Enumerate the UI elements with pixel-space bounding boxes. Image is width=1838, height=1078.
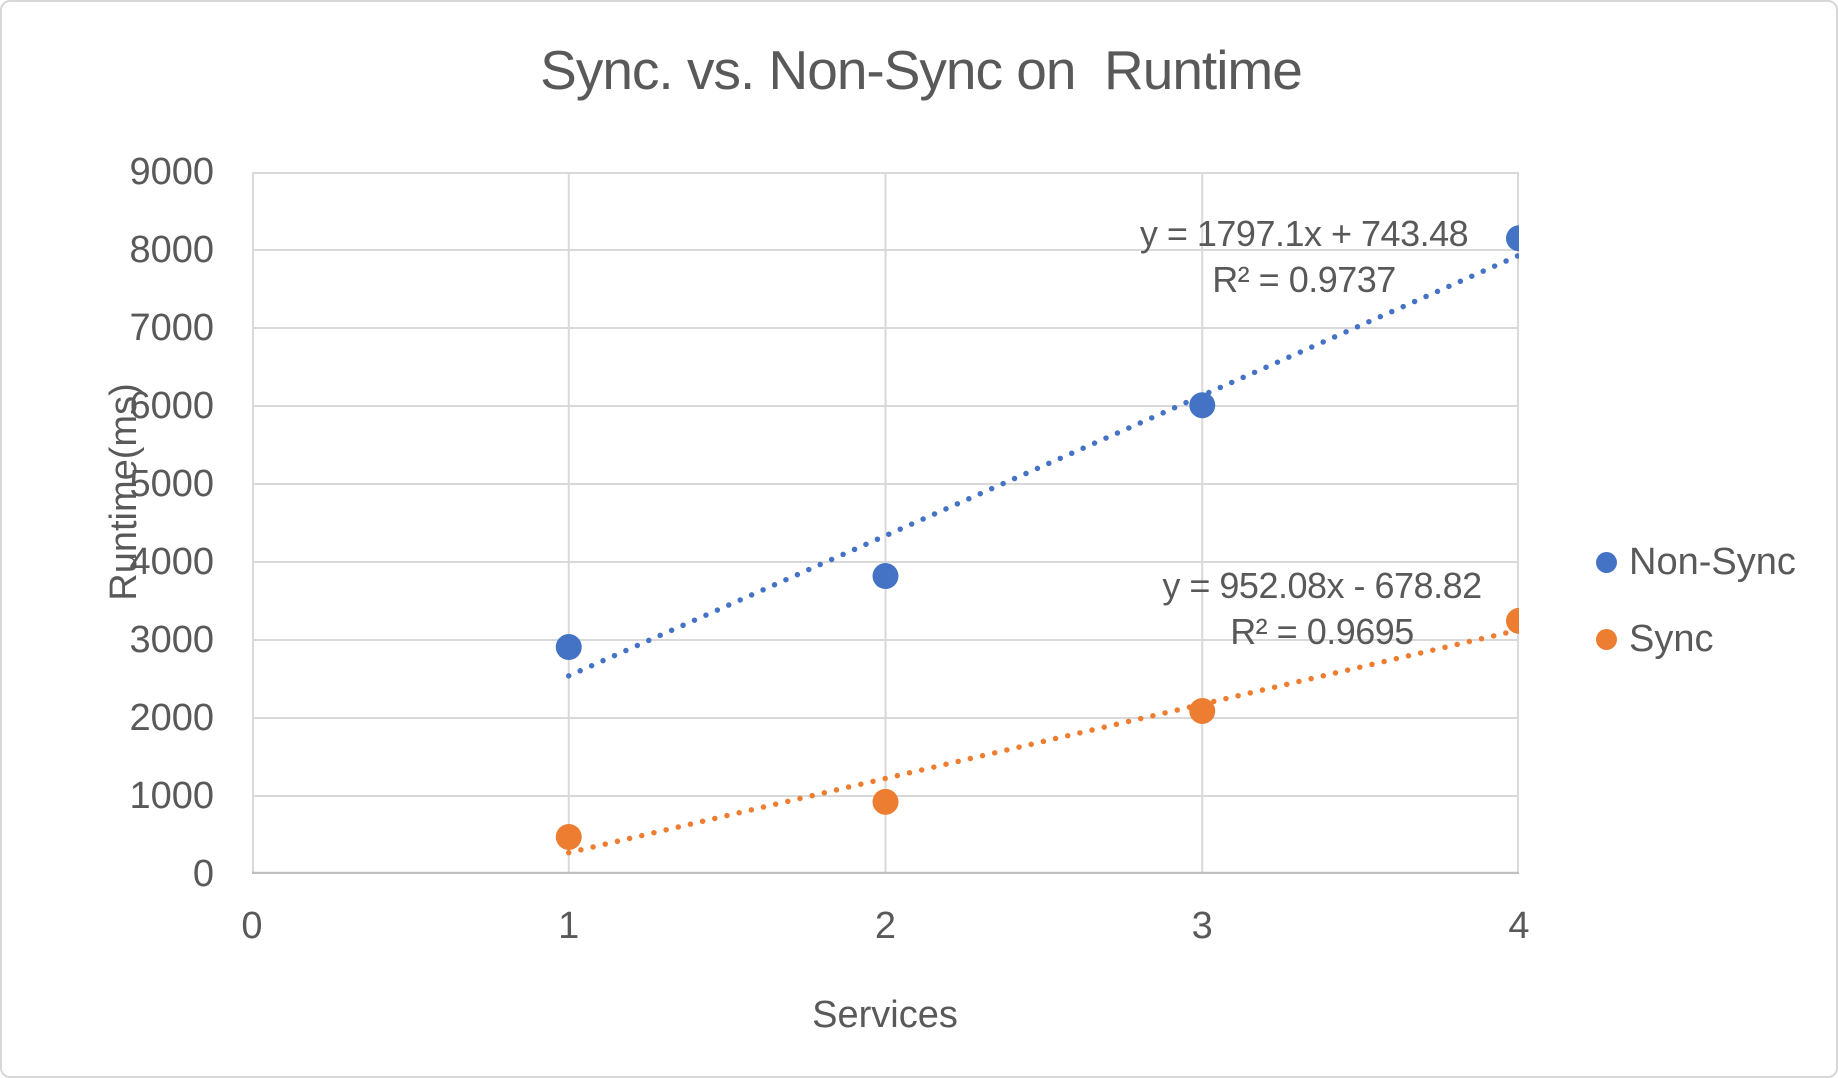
trendline-equation-sync: y = 952.08x - 678.82 R² = 0.9695	[1042, 563, 1602, 655]
plot-area	[252, 172, 1519, 874]
legend-marker-sync-icon	[1596, 628, 1617, 650]
legend-label-nonsync: Non-Sync	[1629, 540, 1796, 583]
x-tick-label: 3	[1191, 905, 1213, 947]
y-tick-label: 8000	[129, 229, 214, 271]
y-tick-label: 0	[192, 853, 214, 895]
y-tick-label: 2000	[129, 697, 214, 739]
chart-title: Sync. vs. Non-Sync on Runtime	[540, 39, 1303, 101]
x-tick-label: 2	[874, 905, 897, 947]
y-tick-label: 5000	[129, 463, 214, 505]
y-tick-label: 7000	[129, 307, 214, 349]
trendline-equation-nonsync: y = 1797.1x + 743.48 R² = 0.9737	[1024, 211, 1584, 303]
data-points	[555, 225, 1519, 850]
equation-text: y = 952.08x - 678.82	[1162, 565, 1482, 606]
y-tick-label: 9000	[129, 151, 214, 193]
legend-item-nonsync: Non-Sync	[1596, 540, 1796, 584]
r-squared-text: R² = 0.9737	[1212, 259, 1396, 300]
legend-item-sync: Sync	[1596, 617, 1713, 661]
y-tick-label: 1000	[129, 775, 214, 817]
legend-label-sync: Sync	[1629, 617, 1714, 660]
y-tick-label: 4000	[129, 541, 214, 583]
trendlines	[566, 252, 1519, 856]
legend-marker-nonsync-icon	[1596, 551, 1617, 573]
x-tick-label: 1	[558, 905, 580, 947]
x-tick-label: 4	[1508, 905, 1530, 947]
y-tick-label: 3000	[129, 619, 214, 661]
x-tick-label: 0	[241, 905, 263, 947]
r-squared-text: R² = 0.9695	[1230, 611, 1414, 652]
equation-text: y = 1797.1x + 743.48	[1139, 213, 1469, 254]
x-axis-title: Services	[812, 994, 958, 1036]
y-tick-label: 6000	[129, 385, 214, 427]
